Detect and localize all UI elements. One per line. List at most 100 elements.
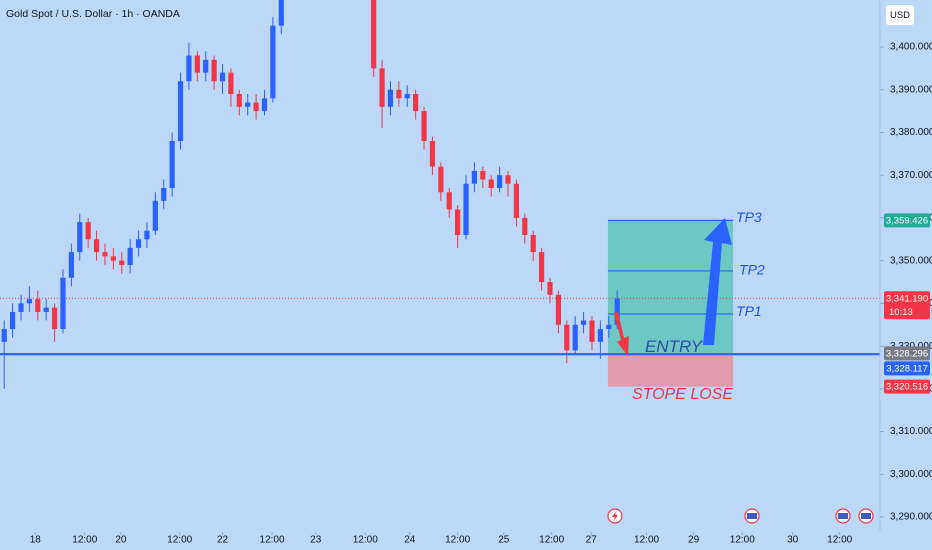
entry-label: ENTRY bbox=[645, 337, 704, 356]
chart-title: Gold Spot / U.S. Dollar · 1h · OANDA bbox=[6, 8, 180, 20]
candle-body bbox=[589, 320, 595, 342]
candle-body bbox=[261, 98, 268, 112]
candle-body bbox=[387, 89, 394, 107]
candle-body bbox=[396, 89, 402, 99]
price-label: 3,328.117 bbox=[886, 363, 928, 374]
x-tick-label: 12:00 bbox=[260, 535, 285, 546]
candle-body bbox=[169, 141, 175, 189]
candle-body bbox=[77, 222, 83, 253]
candle-body bbox=[429, 141, 436, 167]
candle-body bbox=[102, 252, 108, 257]
candle-body bbox=[110, 256, 116, 261]
price-label: 3,320.516 bbox=[886, 382, 928, 393]
x-tick-label: 12:00 bbox=[539, 535, 564, 546]
candle-body bbox=[614, 298, 620, 325]
candle-body bbox=[68, 252, 74, 278]
down-arrow bbox=[614, 312, 629, 356]
x-tick-label: 25 bbox=[498, 535, 510, 546]
price-label: 3,359.426 bbox=[886, 215, 928, 226]
candle-body bbox=[236, 94, 242, 107]
candle-body bbox=[93, 239, 100, 253]
candle-body bbox=[421, 111, 427, 142]
price-label-box bbox=[884, 346, 930, 361]
target-label: TP3 bbox=[736, 209, 762, 225]
candle-body bbox=[278, 0, 284, 26]
candle-body bbox=[161, 188, 167, 201]
x-tick-label: 12:00 bbox=[167, 535, 192, 546]
x-tick-label: 12:00 bbox=[72, 535, 97, 546]
x-tick-label: 12:00 bbox=[634, 535, 659, 546]
x-tick-label: 12:00 bbox=[730, 535, 755, 546]
candle-body bbox=[580, 320, 587, 325]
price-label-box bbox=[884, 379, 930, 394]
countdown: 10:13 bbox=[889, 307, 913, 318]
candle-body bbox=[211, 59, 217, 82]
candle-body bbox=[564, 324, 570, 351]
candle-body bbox=[9, 311, 16, 330]
event-icons bbox=[607, 508, 874, 524]
candle-body bbox=[455, 209, 461, 236]
candle-body bbox=[446, 192, 452, 210]
flag bbox=[838, 513, 848, 519]
candle-body bbox=[547, 282, 553, 295]
target-label: TP2 bbox=[739, 262, 765, 278]
candle-body bbox=[413, 94, 419, 112]
candle-body bbox=[127, 247, 133, 265]
plot-area: TP1 TP2 TP3 ENTRY STOPE LOSE bbox=[0, 0, 880, 403]
y-tick-label: 3,310.000 bbox=[890, 426, 932, 437]
x-tick-label: 23 bbox=[310, 535, 322, 546]
x-tick-label: 12:00 bbox=[827, 535, 852, 546]
candle-body bbox=[119, 260, 125, 265]
candle-body bbox=[144, 230, 150, 240]
candle-body bbox=[186, 55, 192, 82]
candle-body bbox=[555, 294, 561, 325]
stop-zone bbox=[607, 353, 734, 387]
candle-body bbox=[530, 235, 536, 253]
y-tick-label: 3,380.000 bbox=[890, 127, 932, 138]
candle-body bbox=[480, 170, 486, 180]
candle-body bbox=[539, 252, 545, 283]
price-label-box bbox=[884, 361, 930, 376]
x-tick-label: 20 bbox=[115, 535, 127, 546]
candle-body bbox=[43, 307, 49, 312]
candle-body bbox=[471, 170, 478, 184]
y-tick-label: 3,350.000 bbox=[890, 255, 932, 266]
candle-body bbox=[488, 179, 494, 189]
candle-body bbox=[463, 183, 469, 236]
x-tick-label: 12:00 bbox=[445, 535, 470, 546]
candle-body bbox=[245, 102, 251, 107]
candle-body bbox=[51, 307, 58, 330]
candle-body bbox=[497, 175, 503, 189]
candle-body bbox=[253, 102, 259, 112]
candle-body bbox=[26, 299, 32, 304]
y-tick-label: 3,300.000 bbox=[890, 469, 932, 480]
currency-box[interactable] bbox=[886, 5, 914, 25]
price-label: 3,341.190 bbox=[886, 293, 928, 304]
candle-body bbox=[219, 72, 226, 82]
candle-body bbox=[85, 222, 91, 240]
y-tick-label: 3,290.000 bbox=[890, 512, 932, 523]
x-tick-label: 29 bbox=[688, 535, 700, 546]
candle-body bbox=[572, 324, 578, 351]
currency: USD bbox=[890, 10, 910, 21]
y-tick-label: 3,400.000 bbox=[890, 42, 932, 53]
candle-body bbox=[152, 200, 158, 231]
flag bbox=[861, 513, 871, 519]
candle-body bbox=[194, 55, 200, 73]
x-tick-label: 22 bbox=[217, 535, 229, 546]
y-tick-label: 3,390.000 bbox=[890, 84, 932, 95]
candle-body bbox=[606, 324, 612, 330]
candle-body bbox=[270, 25, 276, 99]
candle-body bbox=[228, 72, 234, 95]
candle-body bbox=[1, 329, 7, 342]
price-label: 3,328.296 bbox=[886, 348, 928, 359]
candle-body bbox=[18, 303, 24, 312]
candle-body bbox=[513, 183, 520, 218]
x-tick-label: 18 bbox=[30, 535, 42, 546]
candle-body bbox=[404, 94, 410, 99]
lightning bbox=[612, 511, 618, 521]
x-tick-label: 27 bbox=[586, 535, 598, 546]
y-tick-label: 3,370.000 bbox=[890, 170, 932, 181]
